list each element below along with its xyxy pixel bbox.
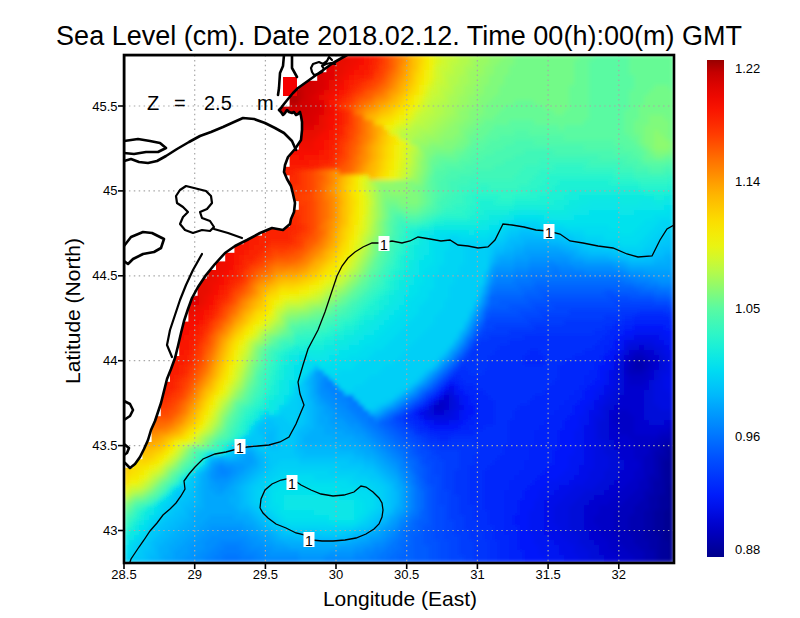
svg-text:43.5: 43.5	[92, 438, 117, 453]
svg-text:1.14: 1.14	[735, 174, 760, 189]
svg-text:0.88: 0.88	[735, 542, 760, 557]
svg-text:1: 1	[380, 237, 388, 253]
svg-text:Sea Level (cm). Date 2018.02.1: Sea Level (cm). Date 2018.02.12. Time 00…	[56, 21, 742, 51]
svg-text:31: 31	[470, 567, 484, 582]
svg-text:43: 43	[103, 523, 117, 538]
svg-text:1.05: 1.05	[735, 301, 760, 316]
svg-text:29: 29	[187, 567, 201, 582]
svg-text:30.5: 30.5	[394, 567, 419, 582]
svg-text:45: 45	[103, 183, 117, 198]
svg-text:Latitude (North): Latitude (North)	[61, 238, 84, 384]
svg-text:44.5: 44.5	[92, 268, 117, 283]
svg-text:29.5: 29.5	[253, 567, 278, 582]
svg-text:0.96: 0.96	[735, 429, 760, 444]
svg-text:Longitude (East): Longitude (East)	[323, 587, 477, 610]
svg-text:1: 1	[236, 440, 244, 456]
svg-text:32: 32	[612, 567, 626, 582]
svg-text:1: 1	[545, 225, 553, 241]
svg-text:28.5: 28.5	[111, 567, 136, 582]
svg-text:1.22: 1.22	[735, 61, 760, 76]
svg-text:44: 44	[103, 353, 117, 368]
svg-text:31.5: 31.5	[535, 567, 560, 582]
svg-text:1: 1	[288, 476, 296, 492]
svg-text:30: 30	[329, 567, 343, 582]
svg-text:45.5: 45.5	[92, 99, 117, 114]
svg-text:1: 1	[305, 533, 313, 549]
